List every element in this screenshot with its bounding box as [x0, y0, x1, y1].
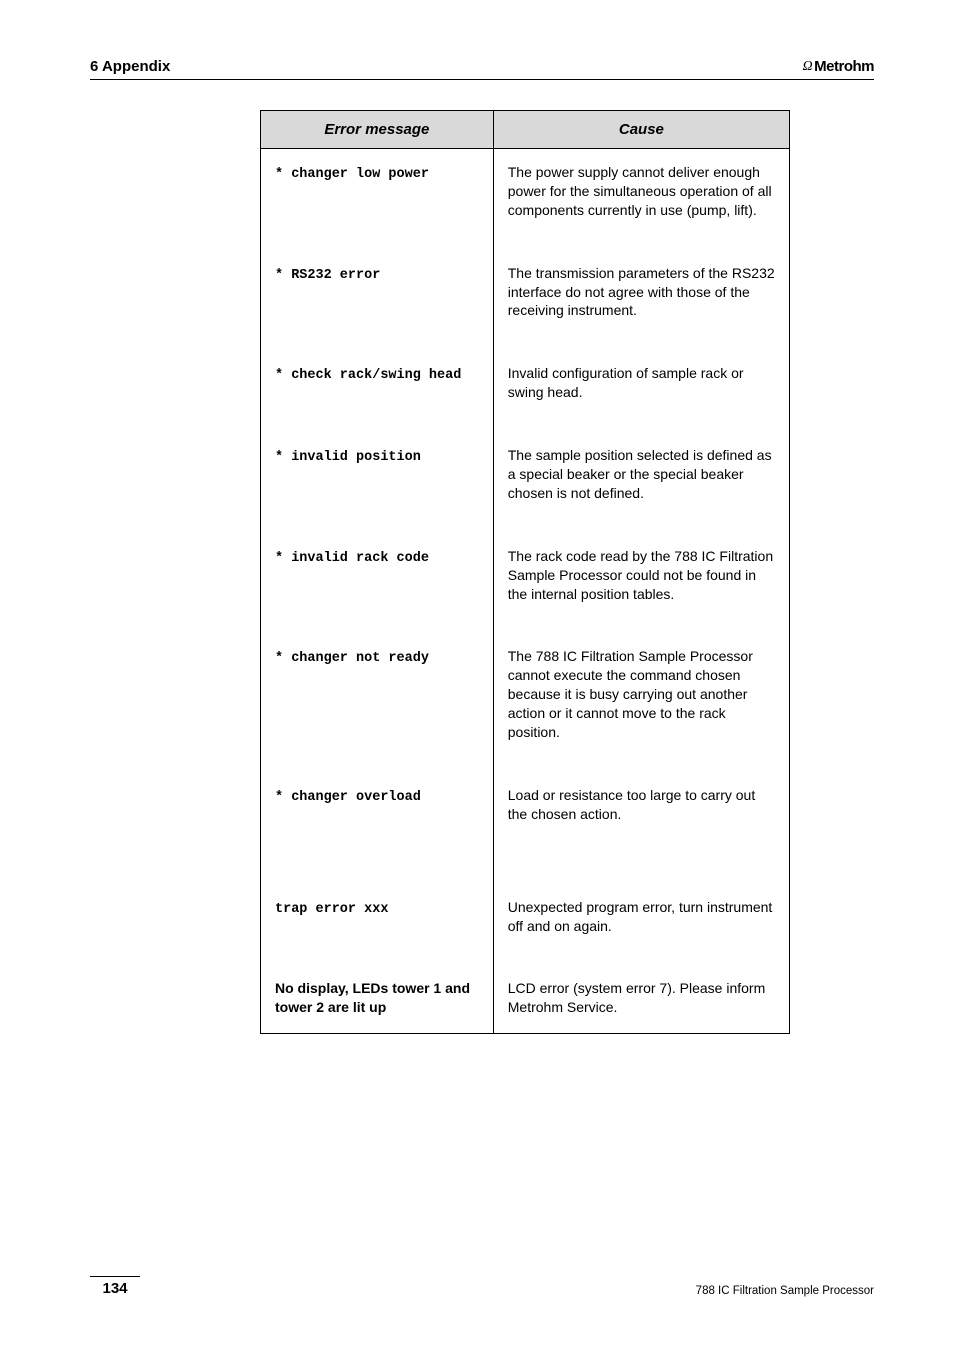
page-number: 134	[90, 1276, 140, 1297]
error-text: * changer low power	[275, 167, 429, 182]
error-text: * check rack/swing head	[275, 368, 461, 383]
footer-doc-title: 788 IC Filtration Sample Processor	[696, 1285, 874, 1297]
cause-cell: Unexpected program error, turn instrumen…	[493, 854, 789, 966]
cause-cell: The rack code read by the 788 IC Filtrat…	[493, 533, 789, 634]
table-row: * check rack/swing head Invalid configura…	[261, 350, 790, 432]
cause-cell: Invalid configuration of sample rack or …	[493, 350, 789, 432]
error-cell: * changer overload	[261, 772, 494, 854]
error-text: * changer overload	[275, 790, 421, 805]
col-error-message: Error message	[261, 111, 494, 149]
brand-name: Metrohm	[814, 58, 874, 75]
error-text: * RS232 error	[275, 268, 380, 283]
table-row: * changer low power The power supply cann…	[261, 149, 790, 250]
page-footer: 134 788 IC Filtration Sample Processor	[90, 1276, 874, 1297]
error-cell: trap error xxx	[261, 854, 494, 966]
brand-logo: Ω Metrohm	[803, 58, 874, 75]
section-title: 6 Appendix	[90, 58, 170, 75]
error-cell: * invalid rack code	[261, 533, 494, 634]
brand-icon: Ω	[803, 59, 813, 75]
table-row: * RS232 error The transmission parameters…	[261, 250, 790, 351]
table-row: * invalid position The sample position se…	[261, 432, 790, 533]
table-row: * invalid rack code The rack code read by…	[261, 533, 790, 634]
error-cell: * check rack/swing head	[261, 350, 494, 432]
cause-cell: The transmission parameters of the RS232…	[493, 250, 789, 351]
cause-cell: The power supply cannot deliver enough p…	[493, 149, 789, 250]
col-cause: Cause	[493, 111, 789, 149]
error-cell: * changer low power	[261, 149, 494, 250]
error-cell: * changer not ready	[261, 633, 494, 771]
error-table: Error message Cause * changer low power T…	[260, 110, 790, 1034]
error-cell: * invalid position	[261, 432, 494, 533]
error-cell: No display, LEDs tower 1 and tower 2 are…	[261, 965, 494, 1033]
page-header: 6 Appendix Ω Metrohm	[90, 58, 874, 80]
table-row: No display, LEDs tower 1 and tower 2 are…	[261, 965, 790, 1033]
error-cell: * RS232 error	[261, 250, 494, 351]
error-text: * invalid rack code	[275, 551, 429, 566]
table-row: * changer overload Load or resistance too…	[261, 772, 790, 854]
error-text: * changer not ready	[275, 651, 429, 666]
table-row: * changer not ready The 788 IC Filtration…	[261, 633, 790, 771]
cause-cell: LCD error (system error 7). Please infor…	[493, 965, 789, 1033]
table-row: trap error xxx Unexpected program error, …	[261, 854, 790, 966]
error-text: * invalid position	[275, 450, 421, 465]
cause-cell: The sample position selected is defined …	[493, 432, 789, 533]
error-text: trap error xxx	[275, 902, 388, 917]
cause-cell: The 788 IC Filtration Sample Processor c…	[493, 633, 789, 771]
error-text: No display, LEDs tower 1 and tower 2 are…	[275, 980, 470, 1015]
cause-cell: Load or resistance too large to carry ou…	[493, 772, 789, 854]
